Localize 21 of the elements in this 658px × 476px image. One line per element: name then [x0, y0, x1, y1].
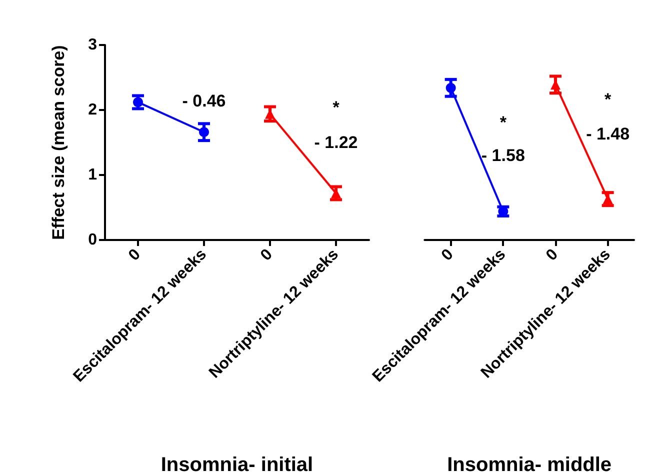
y-tick-label: 1	[88, 166, 98, 184]
annotation: - 1.22	[314, 133, 358, 152]
annotation: *	[604, 90, 612, 110]
x-axis-title: Insomnia- initial	[160, 454, 314, 476]
point	[199, 127, 209, 138]
y-tick-label: 3	[88, 36, 98, 54]
x-axis-title: Insomnia- middle	[447, 454, 612, 476]
point	[133, 97, 143, 108]
point	[446, 82, 456, 93]
x-tick-label: 0	[543, 246, 562, 264]
x-tick-label: 0	[438, 246, 457, 264]
x-tick-label: 0	[126, 246, 144, 264]
annotation: *	[332, 98, 340, 117]
annotation: - 1.58	[481, 146, 525, 165]
annotation: *	[500, 112, 507, 132]
y-tick-label: 0	[88, 232, 98, 248]
annotation: - 1.48	[586, 124, 630, 144]
x-tick-label: 0	[258, 246, 276, 264]
y-axis-title: Effect size (mean score)	[49, 45, 68, 240]
annotation: - 0.46	[182, 91, 226, 110]
y-tick-label: 2	[88, 102, 98, 118]
